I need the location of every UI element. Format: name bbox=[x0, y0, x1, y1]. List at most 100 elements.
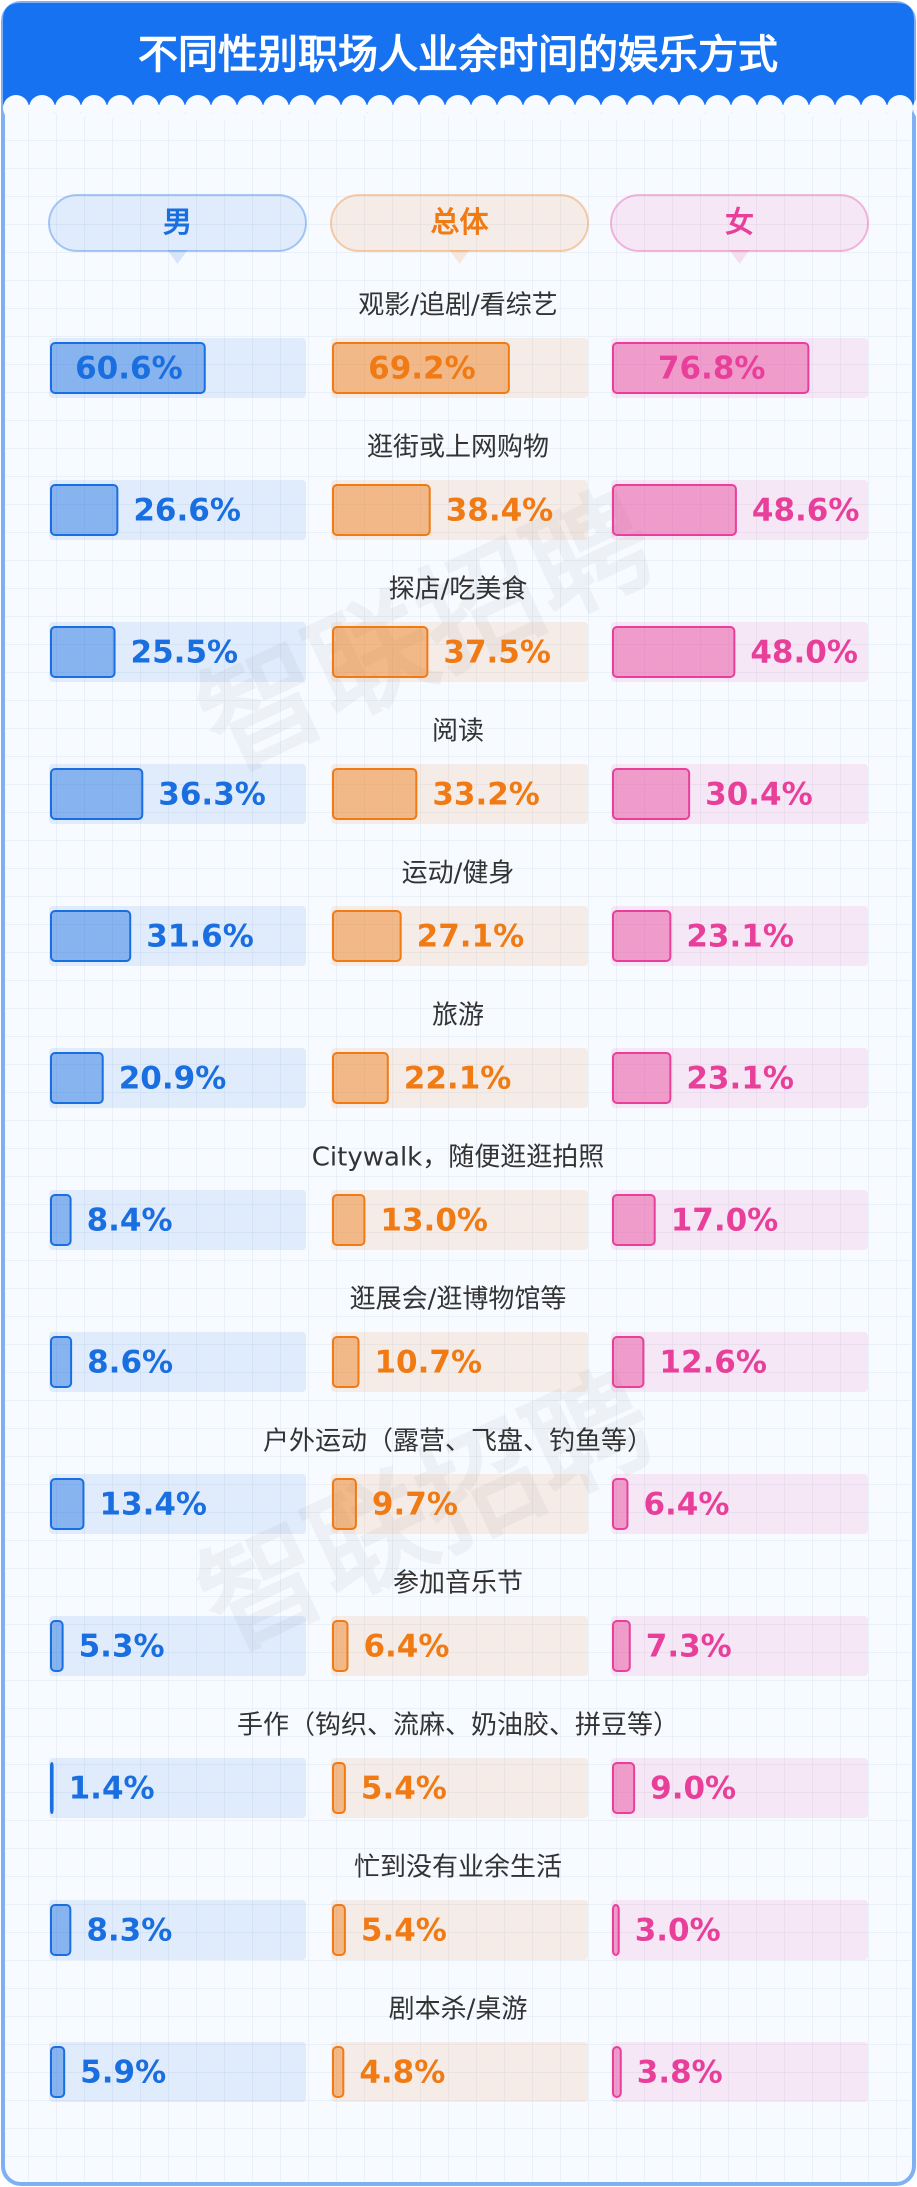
legend-pill bbox=[48, 194, 307, 252]
category-label: 运动/健身 bbox=[402, 859, 515, 889]
data-label: 6.4% bbox=[643, 1487, 729, 1523]
category-label: 剧本杀/桌游 bbox=[389, 1995, 528, 2025]
legend-label: 女 bbox=[725, 205, 754, 239]
bar bbox=[50, 768, 144, 820]
bar-track bbox=[331, 1900, 588, 1960]
bar-track bbox=[611, 622, 868, 682]
bar-track bbox=[331, 622, 588, 682]
header-band bbox=[3, 3, 914, 105]
bar bbox=[612, 2046, 622, 2098]
chart-title: 不同性别职场人业余时间的娱乐方式 bbox=[138, 32, 778, 78]
bar bbox=[612, 1904, 620, 1956]
bar bbox=[612, 1052, 672, 1104]
bar bbox=[332, 1478, 357, 1530]
data-label: 37.5% bbox=[443, 635, 551, 671]
data-label: 1.4% bbox=[69, 1771, 155, 1807]
bar bbox=[332, 1620, 349, 1672]
bar bbox=[332, 910, 402, 962]
bar bbox=[332, 1904, 346, 1956]
bar bbox=[332, 1762, 346, 1814]
bar-track bbox=[611, 764, 868, 824]
bar bbox=[50, 484, 119, 536]
grid-background bbox=[6, 6, 911, 2181]
data-label: 5.4% bbox=[361, 1913, 447, 1949]
scallop bbox=[81, 95, 107, 121]
bar-track bbox=[611, 1048, 868, 1108]
scallop bbox=[419, 95, 445, 121]
scallop bbox=[913, 98, 917, 118]
bar-track bbox=[611, 1474, 868, 1534]
scallop bbox=[731, 95, 757, 121]
bar bbox=[332, 484, 431, 536]
scallop bbox=[315, 95, 341, 121]
bar bbox=[612, 1762, 636, 1814]
bar bbox=[50, 1620, 64, 1672]
data-label: 48.0% bbox=[750, 635, 858, 671]
scallop bbox=[653, 95, 679, 121]
scallop bbox=[523, 95, 549, 121]
legend-pill bbox=[330, 194, 589, 252]
scallop bbox=[393, 95, 419, 121]
legend-item: 女 bbox=[610, 194, 869, 264]
bar bbox=[50, 1478, 85, 1530]
bar-track bbox=[331, 1190, 588, 1250]
data-label: 17.0% bbox=[671, 1203, 779, 1239]
category-label: 逛展会/逛博物馆等 bbox=[350, 1285, 567, 1315]
scallop bbox=[263, 95, 289, 121]
legend-pointer bbox=[729, 250, 750, 264]
bar bbox=[50, 1904, 72, 1956]
bar bbox=[612, 1336, 645, 1388]
bar-track bbox=[611, 1190, 868, 1250]
bar-track bbox=[49, 1332, 306, 1392]
bar bbox=[50, 1336, 73, 1388]
data-label: 38.4% bbox=[446, 493, 554, 529]
scallop bbox=[601, 95, 627, 121]
category-label: 观影/追剧/看综艺 bbox=[358, 291, 558, 321]
legend-label: 总体 bbox=[430, 205, 489, 239]
data-label: 9.0% bbox=[650, 1771, 736, 1807]
category-label: 旅游 bbox=[432, 1001, 484, 1031]
data-label: 13.4% bbox=[99, 1487, 207, 1523]
bar-track bbox=[331, 906, 588, 966]
bar bbox=[612, 1620, 631, 1672]
data-label: 33.2% bbox=[432, 777, 540, 813]
bar-track bbox=[611, 1616, 868, 1676]
category-label: 忙到没有业余生活 bbox=[354, 1853, 562, 1883]
bar-track bbox=[611, 2042, 868, 2102]
category-label: 参加音乐节 bbox=[393, 1569, 523, 1599]
bar bbox=[332, 1336, 360, 1388]
bar bbox=[332, 1052, 389, 1104]
data-label: 23.1% bbox=[686, 1061, 794, 1097]
scallop bbox=[497, 95, 523, 121]
data-label: 8.6% bbox=[87, 1345, 173, 1381]
data-label: 25.5% bbox=[131, 635, 239, 671]
category-label: 阅读 bbox=[432, 717, 484, 747]
data-label: 8.4% bbox=[87, 1203, 173, 1239]
scallop bbox=[887, 95, 913, 121]
bar bbox=[332, 2046, 345, 2098]
scallop bbox=[185, 95, 211, 121]
data-label: 7.3% bbox=[646, 1629, 732, 1665]
bar bbox=[612, 910, 672, 962]
bar-track bbox=[49, 906, 306, 966]
bar-track bbox=[611, 338, 868, 398]
data-label: 20.9% bbox=[119, 1061, 227, 1097]
scallop bbox=[445, 95, 471, 121]
data-label: 8.3% bbox=[86, 1913, 172, 1949]
scallop bbox=[55, 95, 81, 121]
bar bbox=[50, 342, 206, 394]
bar-track bbox=[331, 1474, 588, 1534]
bar-track bbox=[331, 764, 588, 824]
bar-track bbox=[49, 764, 306, 824]
bar-track bbox=[331, 1758, 588, 1818]
data-label: 69.2% bbox=[368, 351, 476, 387]
bar-track bbox=[611, 906, 868, 966]
data-label: 10.7% bbox=[374, 1345, 482, 1381]
bar-track bbox=[49, 1474, 306, 1534]
bar-track bbox=[331, 2042, 588, 2102]
legend-pill bbox=[610, 194, 869, 252]
scallop bbox=[705, 95, 731, 121]
scallop bbox=[211, 95, 237, 121]
scallop bbox=[861, 95, 887, 121]
